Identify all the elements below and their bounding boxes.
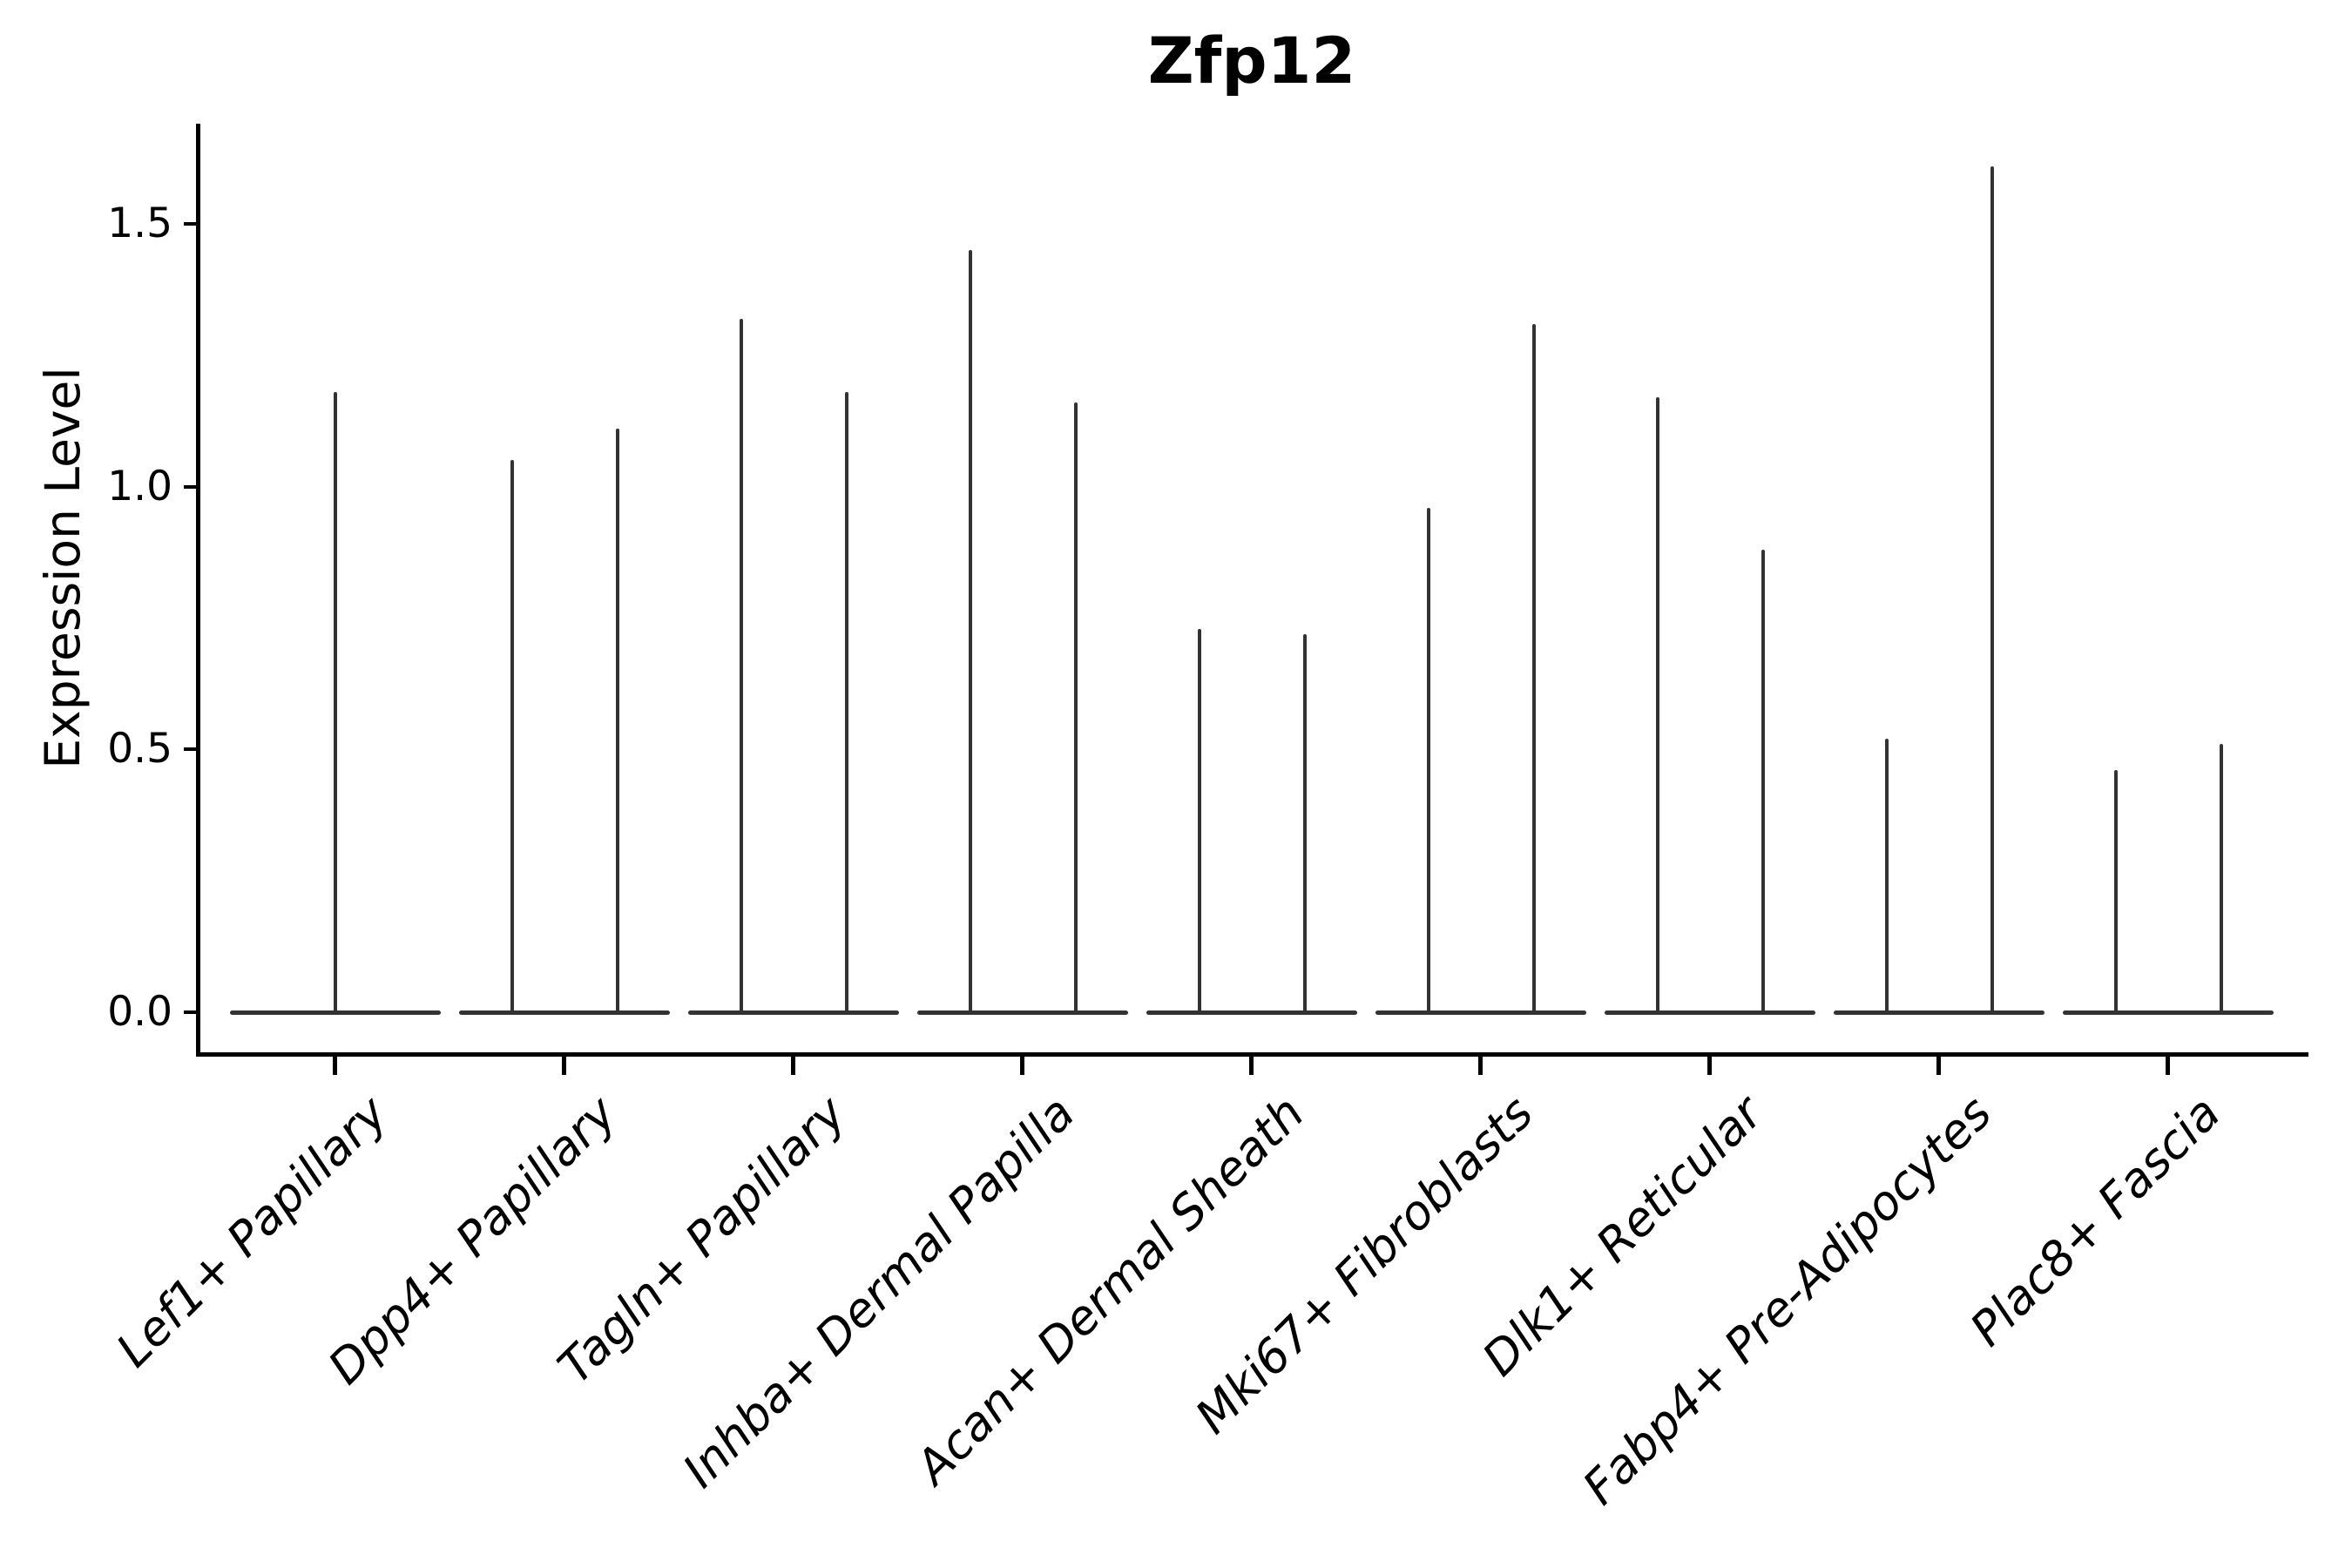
violin-spike <box>333 391 337 1015</box>
violin-spike <box>968 250 972 1015</box>
violin-spike <box>1990 166 1994 1015</box>
x-axis-spine <box>196 1052 2308 1057</box>
violin-spike <box>1884 739 1889 1015</box>
x-tick-label: Plac8+ Fascia <box>1959 1085 2232 1357</box>
violin-spike <box>844 391 848 1015</box>
violin-base <box>458 1010 670 1015</box>
x-tick-mark <box>1020 1056 1024 1075</box>
x-tick-mark <box>791 1056 795 1075</box>
y-tick-label: 0.0 <box>107 988 172 1036</box>
y-axis-spine <box>196 124 200 1057</box>
x-tick-mark <box>1936 1056 1941 1075</box>
x-tick-label: Inhba+ Dermal Papilla <box>672 1085 1086 1498</box>
y-tick-mark <box>184 747 197 752</box>
violin-base <box>1604 1010 1815 1015</box>
x-tick-mark <box>1707 1056 1712 1075</box>
y-tick-label: 1.5 <box>107 199 172 247</box>
violin-spike <box>1761 550 1765 1015</box>
x-tick-label: Fabp4+ Pre-Adipocytes <box>1571 1085 2003 1516</box>
violin-spike <box>1302 633 1307 1015</box>
x-tick-mark <box>333 1056 337 1075</box>
violin-base <box>1146 1010 1357 1015</box>
y-tick-mark <box>184 1010 197 1014</box>
violin-spike <box>1655 397 1659 1015</box>
violin-base <box>687 1010 899 1015</box>
violin-spike <box>2113 770 2118 1015</box>
x-tick-mark <box>2166 1056 2170 1075</box>
violin-spike <box>739 318 743 1015</box>
violin-spike <box>1426 507 1430 1015</box>
violin-spike <box>510 460 514 1015</box>
violin-spike <box>1197 628 1201 1015</box>
y-tick-mark <box>184 221 197 226</box>
y-tick-label: 0.5 <box>107 725 172 774</box>
x-tick-label: Acan+ Dermal Sheath <box>905 1085 1315 1495</box>
violin-base <box>1833 1010 2044 1015</box>
violin-base <box>1375 1010 1586 1015</box>
x-tick-mark <box>1478 1056 1483 1075</box>
violin-base <box>916 1010 1128 1015</box>
x-tick-mark <box>562 1056 566 1075</box>
y-tick-label: 1.0 <box>107 462 172 510</box>
violin-base <box>2062 1010 2274 1015</box>
x-tick-mark <box>1249 1056 1254 1075</box>
violin-spike <box>1531 323 1536 1015</box>
violin-spike <box>615 429 619 1015</box>
y-axis-label: Expression Level <box>35 367 91 769</box>
chart-title: Zfp12 <box>1147 24 1356 98</box>
violin-spike <box>1073 402 1078 1015</box>
y-tick-mark <box>184 484 197 489</box>
violin-spike <box>2219 744 2223 1015</box>
